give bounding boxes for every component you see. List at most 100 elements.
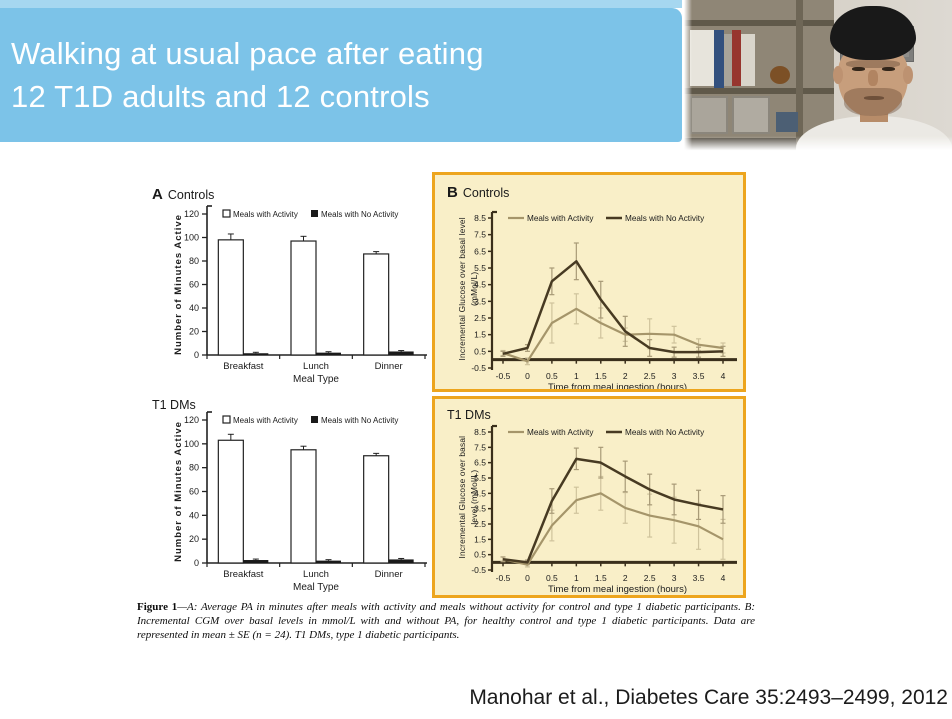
presenter-ear: [833, 66, 843, 84]
svg-text:8.5: 8.5: [474, 213, 486, 223]
svg-text:40: 40: [189, 510, 199, 520]
banner-top-strip: [0, 0, 682, 8]
presenter-brow-shadow: [846, 60, 900, 68]
svg-text:Dinner: Dinner: [375, 361, 403, 372]
svg-text:1.5: 1.5: [595, 371, 607, 381]
shelf-post: [796, 0, 803, 152]
svg-text:Breakfast: Breakfast: [223, 361, 263, 372]
chart-title-text: Controls: [167, 188, 215, 202]
svg-text:100: 100: [184, 439, 199, 449]
presenter-mouth: [864, 96, 884, 100]
line-panel-t1dms: T1 DMs 8.5 7.5 6.5 5.5 4.5 3.5 2.5 1.5 0.5 -0.5 -0…: [432, 396, 746, 598]
svg-text:(mMol/L): (mMol/L): [469, 272, 479, 306]
svg-text:Meals with Activity: Meals with Activity: [527, 214, 594, 223]
figure-caption-text: —A: Average PA in minutes after meals wi…: [137, 601, 755, 641]
svg-text:1: 1: [574, 573, 579, 583]
svg-text:Breakfast: Breakfast: [223, 569, 263, 580]
line-panel-controls-title: B Controls: [447, 184, 509, 201]
svg-text:120: 120: [184, 209, 199, 219]
chart-title-text: T1 DMs: [152, 398, 196, 412]
svg-text:20: 20: [189, 327, 199, 337]
svg-text:4: 4: [721, 573, 726, 583]
book-blue: [714, 30, 724, 88]
shelf-photo-frame: [732, 96, 770, 134]
chart-title-text: T1 DMs: [447, 408, 491, 422]
svg-text:0: 0: [194, 350, 199, 360]
svg-text:Number of Minutes Active: Number of Minutes Active: [173, 214, 184, 355]
svg-text:100: 100: [184, 233, 199, 243]
title-banner: Walking at usual pace after eating 12 T1…: [0, 8, 682, 142]
svg-text:5.5: 5.5: [474, 473, 486, 483]
svg-text:Time from meal ingestion (hour: Time from meal ingestion (hours): [548, 584, 687, 595]
svg-text:Meals with No Activity: Meals with No Activity: [625, 428, 705, 437]
svg-text:0: 0: [194, 558, 199, 568]
svg-text:2: 2: [623, 573, 628, 583]
svg-text:7.5: 7.5: [474, 230, 486, 240]
svg-text:2.5: 2.5: [474, 519, 486, 529]
book-red: [732, 30, 741, 86]
svg-text:3: 3: [672, 371, 677, 381]
webcam-video: [684, 0, 952, 152]
svg-text:40: 40: [189, 303, 199, 313]
svg-text:0.5: 0.5: [474, 346, 486, 356]
svg-text:0: 0: [525, 573, 530, 583]
svg-text:Meal Type: Meal Type: [293, 582, 339, 593]
svg-text:Meals with No Activity: Meals with No Activity: [321, 210, 398, 219]
presenter-eye: [852, 67, 865, 71]
shelf-bowl: [770, 66, 790, 84]
svg-text:20: 20: [189, 534, 199, 544]
line-chart-t1dms-plot: 8.5 7.5 6.5 5.5 4.5 3.5 2.5 1.5 0.5 -0.5 -0.5 0 0.5 1…: [457, 424, 737, 595]
bar-chart-t1dms-plot: 0 20 40 60 80 100 120 Breakfast Lunch Dinner Meal …: [173, 411, 427, 593]
svg-text:0.5: 0.5: [546, 573, 558, 583]
svg-text:Meals with No Activity: Meals with No Activity: [625, 214, 705, 223]
svg-text:Incremental Glucose over basal: Incremental Glucose over basal: [457, 436, 467, 559]
shelf-item: [776, 112, 798, 132]
svg-text:-0.5: -0.5: [496, 573, 511, 583]
books-beige: [741, 34, 755, 86]
presenter-eye: [882, 67, 895, 71]
svg-text:0: 0: [525, 371, 530, 381]
svg-text:1.5: 1.5: [595, 573, 607, 583]
svg-text:3: 3: [672, 573, 677, 583]
citation-text: Manohar et al., Diabetes Care 35:2493–24…: [469, 686, 948, 709]
svg-text:2.5: 2.5: [644, 371, 656, 381]
svg-text:Meals with Activity: Meals with Activity: [233, 210, 298, 219]
svg-text:2.5: 2.5: [474, 313, 486, 323]
bar-chart-controls-title: A Controls: [152, 186, 214, 203]
bar-chart-t1dms: T1 DMs 0 20 40 60 80 100 120 Breakfast Lunch Dinn…: [137, 396, 439, 612]
svg-text:Incremental Glucose over basal: Incremental Glucose over basal level: [457, 217, 467, 360]
figure-caption-label: Figure 1: [137, 601, 178, 613]
svg-text:-0.5: -0.5: [471, 363, 486, 373]
svg-text:6.5: 6.5: [474, 458, 486, 468]
svg-text:0.5: 0.5: [474, 550, 486, 560]
svg-text:Dinner: Dinner: [375, 569, 403, 580]
svg-text:6.5: 6.5: [474, 246, 486, 256]
figure-caption: Figure 1—A: Average PA in minutes after …: [137, 601, 755, 642]
svg-text:0.5: 0.5: [546, 371, 558, 381]
svg-text:4: 4: [721, 371, 726, 381]
books-white: [690, 30, 714, 86]
svg-text:Meals with Activity: Meals with Activity: [233, 416, 298, 425]
svg-text:80: 80: [189, 256, 199, 266]
chart-title-text: Controls: [462, 186, 510, 200]
book-gray: [724, 34, 732, 86]
svg-text:Time from meal ingestion (hour: Time from meal ingestion (hours): [548, 382, 687, 389]
panel-letter-b: B: [447, 184, 458, 201]
line-panel-controls: B Controls 8.5 7.5 6.5 5.5 4.5 3.5 2.5 1.5 0.5 -0.…: [432, 172, 746, 392]
svg-text:4.5: 4.5: [474, 280, 486, 290]
bar-chart-t1dms-title: T1 DMs: [152, 398, 196, 412]
panel-letter-a: A: [152, 186, 163, 203]
svg-text:8.5: 8.5: [474, 427, 486, 437]
presenter-beard: [844, 88, 902, 116]
svg-text:3.5: 3.5: [693, 371, 705, 381]
svg-text:1: 1: [574, 371, 579, 381]
svg-text:4.5: 4.5: [474, 488, 486, 498]
svg-text:Meals with No Activity: Meals with No Activity: [321, 416, 398, 425]
svg-text:-0.5: -0.5: [496, 371, 511, 381]
svg-text:60: 60: [189, 487, 199, 497]
presenter-nose: [868, 70, 878, 86]
svg-text:Lunch: Lunch: [303, 569, 329, 580]
svg-text:Number of Minutes Active: Number of Minutes Active: [173, 421, 184, 562]
svg-text:-0.5: -0.5: [471, 565, 486, 575]
svg-text:2.5: 2.5: [644, 573, 656, 583]
